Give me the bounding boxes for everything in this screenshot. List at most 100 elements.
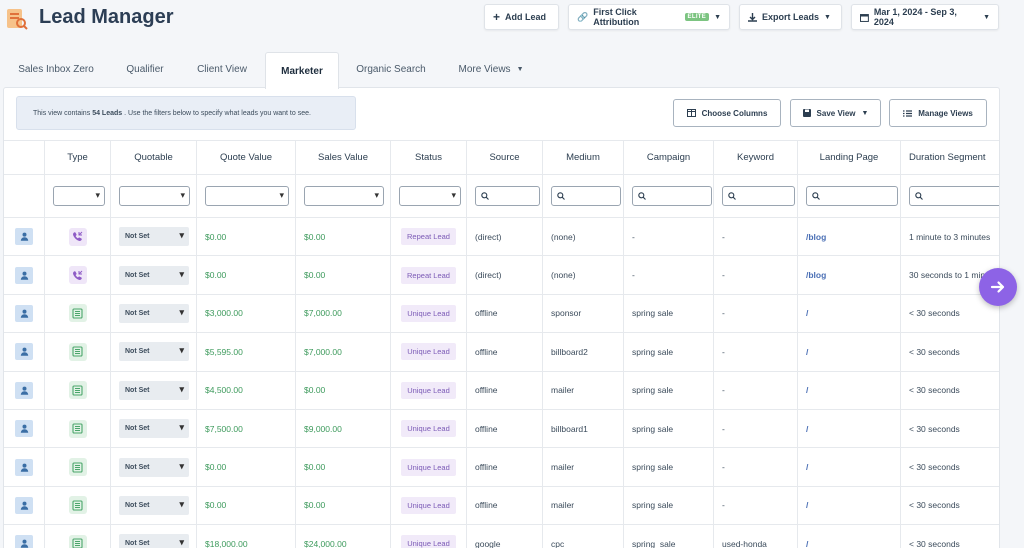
export-leads-button[interactable]: Export Leads ▼ — [739, 4, 842, 30]
manage-views-button[interactable]: Manage Views — [889, 99, 987, 127]
table-row[interactable]: Not Set $0.00 $0.00 Repeat Lead (direct) (non… — [4, 217, 999, 256]
user-icon[interactable] — [15, 343, 33, 361]
lead-count: 54 Leads — [92, 109, 123, 117]
landing-page-link[interactable]: / — [806, 538, 809, 548]
quotable-select[interactable]: Not Set — [119, 380, 189, 400]
filter-landing-page-input[interactable] — [806, 186, 898, 206]
header-sales-value[interactable]: Sales Value — [295, 141, 390, 174]
form-icon — [68, 458, 87, 477]
quotable-select[interactable]: Not Set — [119, 419, 189, 439]
landing-page-link[interactable]: / — [806, 500, 809, 511]
filter-type-select[interactable] — [53, 186, 105, 206]
next-arrow-button[interactable] — [979, 268, 1017, 306]
quotable-select[interactable]: Not Set — [119, 303, 189, 323]
cell-quotable: Not Set — [110, 333, 196, 371]
cell-sales: $0.00 — [295, 256, 390, 294]
landing-page-link[interactable]: / — [806, 462, 809, 473]
table-row[interactable]: Not Set $0.00 $0.00 Repeat Lead (direct) (non… — [4, 255, 999, 294]
quotable-select[interactable]: Not Set — [119, 495, 189, 515]
keyword-value: used-honda — [722, 538, 767, 548]
medium-value: billboard2 — [551, 346, 588, 357]
cell-status: Unique Lead — [390, 371, 466, 409]
table-row[interactable]: Not Set $18,000.00 $24,000.00 Unique Lead go… — [4, 524, 999, 548]
quotable-select[interactable]: Not Set — [119, 342, 189, 362]
cell-quote: $0.00 — [196, 256, 295, 294]
header-type[interactable]: Type — [44, 141, 110, 174]
quotable-select[interactable]: Not Set — [119, 534, 189, 548]
header-quotable[interactable]: Quotable — [110, 141, 196, 174]
tab-more-views[interactable]: More Views ▼ — [458, 64, 524, 75]
header-source[interactable]: Source — [466, 141, 542, 174]
user-icon[interactable] — [15, 266, 33, 284]
table-row[interactable]: Not Set $4,500.00 $0.00 Unique Lead offline m… — [4, 370, 999, 409]
landing-page-link[interactable]: / — [806, 423, 809, 434]
table-row[interactable]: Not Set $5,595.00 $7,000.00 Unique Lead offl… — [4, 332, 999, 371]
cell-source: (direct) — [466, 218, 542, 256]
table-row[interactable]: Not Set $3,000.00 $7,000.00 Unique Lead offl… — [4, 293, 999, 333]
user-icon[interactable] — [15, 304, 33, 322]
header-campaign[interactable]: Campaign — [623, 141, 713, 174]
date-range-picker[interactable]: Mar 1, 2024 - Sep 3, 2024 ▼ — [851, 4, 999, 30]
save-view-button[interactable]: Save View ▼ — [790, 99, 881, 127]
filter-status-select[interactable] — [399, 186, 461, 206]
filter-quotable-select[interactable] — [119, 186, 190, 206]
header-medium[interactable]: Medium — [542, 141, 623, 174]
tab-qualifier[interactable]: Qualifier — [126, 64, 164, 75]
view-info-banner: This view contains 54 Leads . Use the fi… — [16, 96, 356, 130]
filter-sales-value-select[interactable] — [304, 186, 384, 206]
chevron-down-icon: ▼ — [516, 66, 524, 73]
user-icon[interactable] — [15, 458, 33, 476]
tab-client-view[interactable]: Client View — [197, 64, 247, 75]
filter-quotable-cell — [110, 175, 196, 217]
cell-quote: $5,595.00 — [196, 333, 295, 371]
landing-page-link[interactable]: / — [806, 385, 809, 396]
header-duration-segment[interactable]: Duration Segment — [900, 141, 999, 174]
cell-sales: $24,000.00 — [295, 525, 390, 548]
attribution-dropdown[interactable]: 🔗 First Click Attribution ELITE ▼ — [568, 4, 730, 30]
cell-medium: mailer — [542, 486, 623, 525]
duration-value: < 30 seconds — [909, 385, 960, 396]
leads-panel: This view contains 54 Leads . Use the fi… — [3, 87, 1000, 548]
quotable-select[interactable]: Not Set — [119, 265, 189, 285]
cell-quote: $0.00 — [196, 448, 295, 486]
cell-sales: $9,000.00 — [295, 410, 390, 448]
landing-page-link[interactable]: / — [806, 308, 809, 319]
landing-page-link[interactable]: /blog — [806, 270, 827, 281]
keyword-value: - — [722, 500, 725, 511]
table-row[interactable]: Not Set $7,500.00 $9,000.00 Unique Lead offl… — [4, 409, 999, 448]
table-row[interactable]: Not Set $0.00 $0.00 Unique Lead offline maile… — [4, 485, 999, 525]
quote-value: $4,500.00 — [205, 385, 243, 396]
header-landing-page[interactable]: Landing Page — [797, 141, 900, 174]
medium-value: mailer — [551, 462, 575, 473]
cell-landing: / — [797, 371, 900, 409]
user-icon[interactable] — [15, 496, 33, 514]
user-icon[interactable] — [15, 381, 33, 399]
tab-organic-search[interactable]: Organic Search — [356, 64, 426, 75]
filter-quote-value-select[interactable] — [205, 186, 289, 206]
add-lead-button[interactable]: + Add Lead — [484, 4, 559, 30]
header-status[interactable]: Status — [390, 141, 466, 174]
cell-landing: / — [797, 448, 900, 486]
cell-status: Unique Lead — [390, 486, 466, 525]
status-badge: Unique Lead — [401, 458, 456, 476]
header-quote-value[interactable]: Quote Value — [196, 141, 295, 174]
landing-page-link[interactable]: /blog — [806, 231, 827, 242]
table-row[interactable]: Not Set $0.00 $0.00 Unique Lead offline maile… — [4, 447, 999, 486]
tab-sales-inbox-zero[interactable]: Sales Inbox Zero — [18, 64, 94, 75]
user-icon[interactable] — [15, 228, 33, 246]
user-icon[interactable] — [15, 535, 33, 548]
filter-campaign-input[interactable] — [632, 186, 712, 206]
quotable-select[interactable]: Not Set — [119, 457, 189, 477]
filter-medium-input[interactable] — [551, 186, 621, 206]
cell-duration: < 30 seconds — [900, 294, 999, 333]
filter-source-input[interactable] — [475, 186, 540, 206]
quotable-select[interactable]: Not Set — [119, 227, 189, 247]
quote-value: $5,595.00 — [205, 346, 243, 357]
choose-columns-button[interactable]: Choose Columns — [673, 99, 781, 127]
filter-keyword-input[interactable] — [722, 186, 795, 206]
user-icon[interactable] — [15, 420, 33, 438]
header-keyword[interactable]: Keyword — [713, 141, 797, 174]
filter-duration-input[interactable] — [909, 186, 999, 206]
tab-marketer[interactable]: Marketer — [265, 52, 339, 89]
landing-page-link[interactable]: / — [806, 346, 809, 357]
